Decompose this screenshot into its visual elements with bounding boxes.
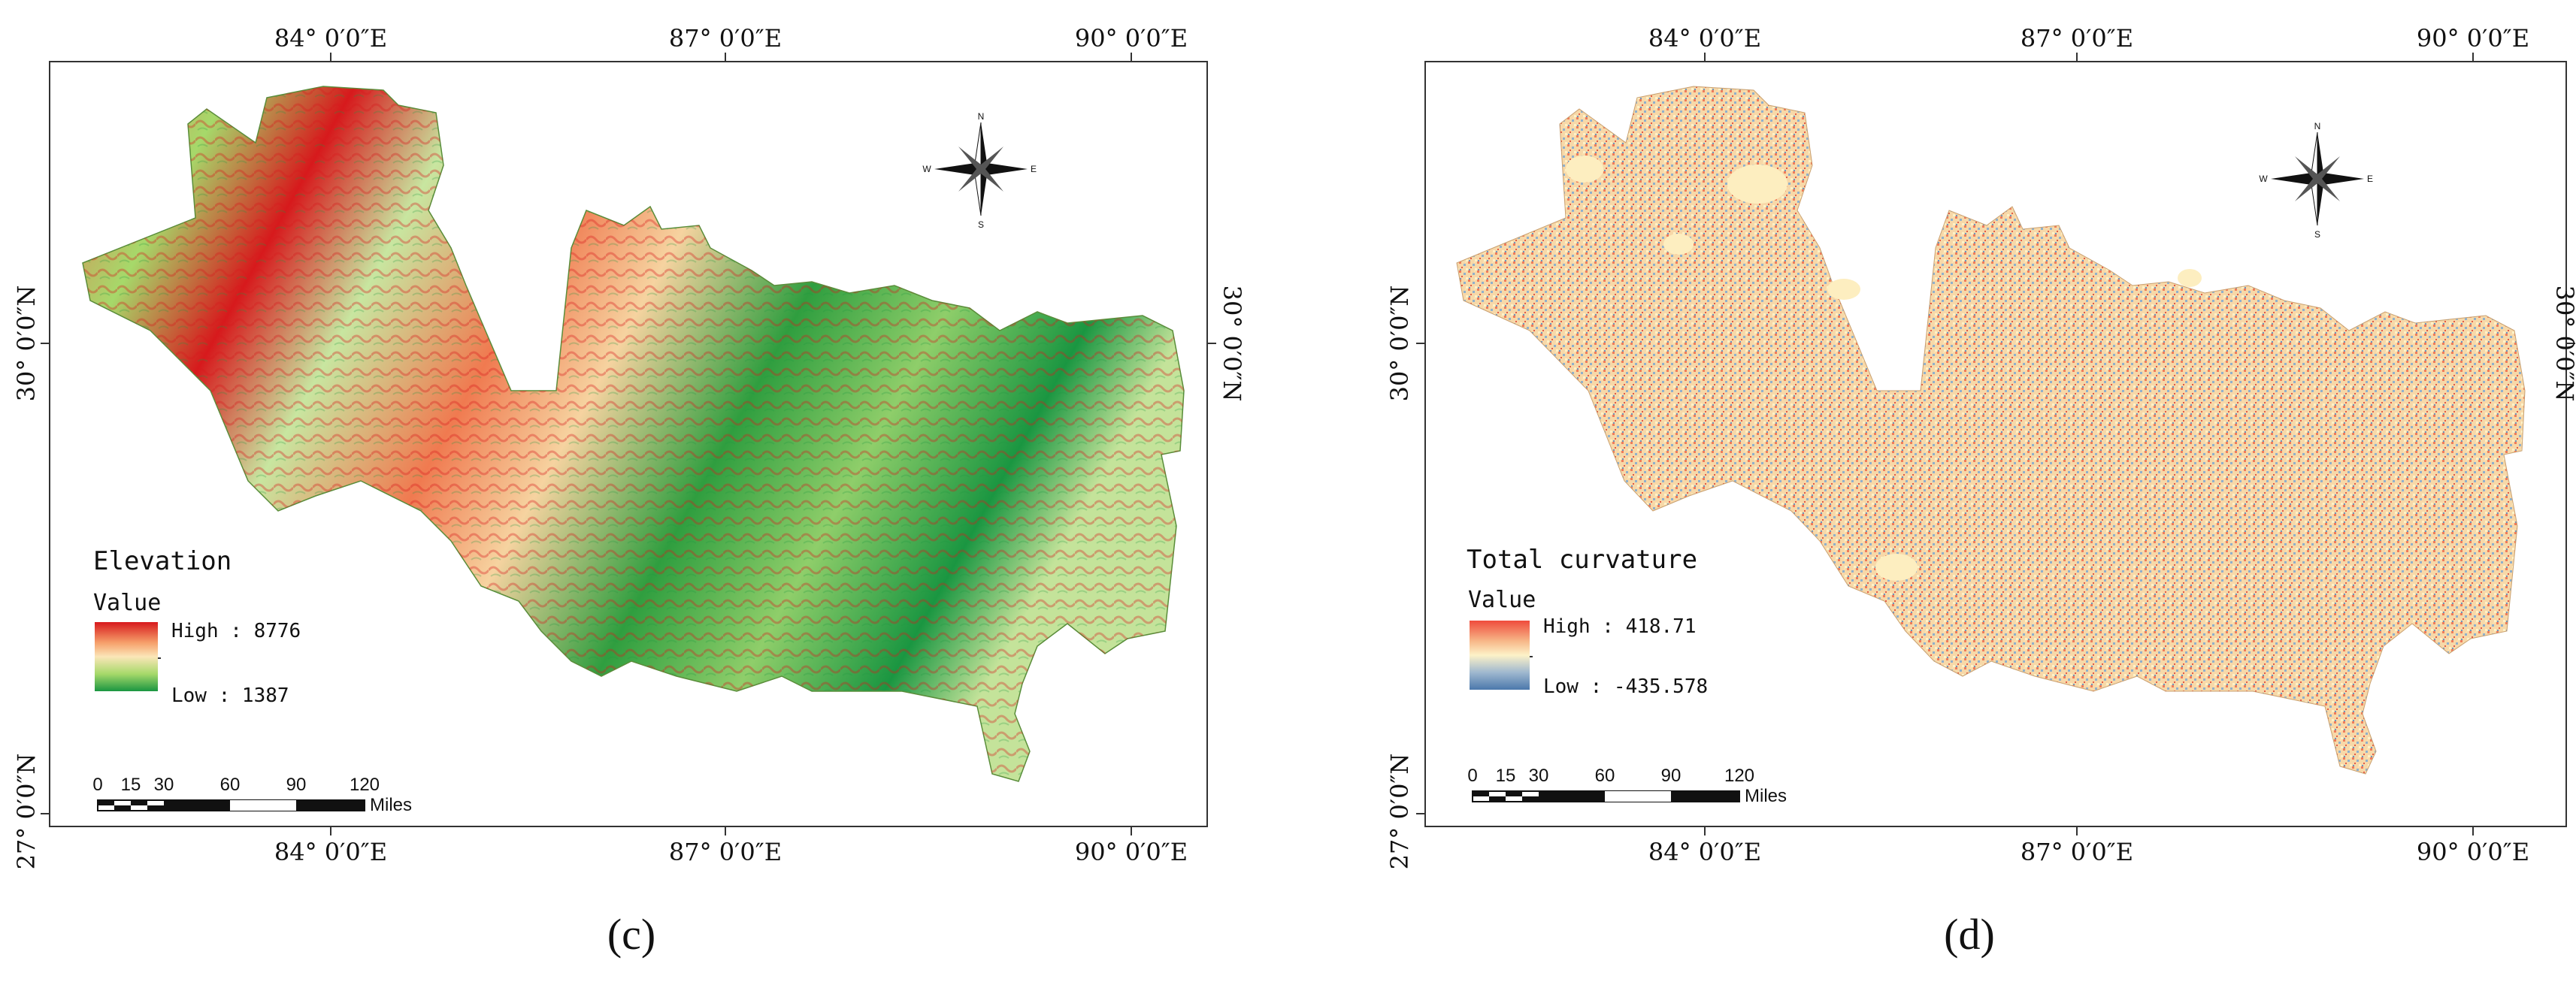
compass-w: W — [922, 164, 931, 174]
scale-tick-15: 15 — [1496, 766, 1516, 786]
scale-bar: 0 15 30 60 90 120 Miles — [1467, 766, 1787, 806]
flat-area-patches — [1566, 156, 2202, 581]
scale-tick-0: 0 — [1467, 766, 1477, 786]
lon-label-bottom-84: 84° 0′0″E — [1648, 838, 1761, 866]
curvature-map-figure: 84° 0′0″E 87° 0′0″E 90° 0′0″E 84° 0′0″E … — [1385, 24, 2575, 870]
lat-label-left-30: 30° 0′0″N — [1385, 286, 1414, 402]
scale-tick-30: 30 — [1529, 766, 1549, 786]
lon-label-top-84: 84° 0′0″E — [1648, 24, 1761, 53]
legend-low-label: Low : -435.578 — [1543, 675, 1708, 698]
map-frame — [1424, 61, 2567, 827]
lon-label-top-87: 87° 0′0″E — [2021, 24, 2133, 53]
lon-label-top-90: 90° 0′0″E — [2417, 24, 2529, 53]
lat-label-right-30: 30° 0′0″N — [2550, 286, 2575, 402]
lon-label-top-90: 90° 0′0″E — [1075, 24, 1188, 53]
elevation-map-panel: 84° 0′0″E 87° 0′0″E 90° 0′0″E 84° 0′0″E … — [12, 24, 1246, 959]
terrain-texture — [83, 86, 1184, 781]
lon-label-bottom-84: 84° 0′0″E — [274, 838, 387, 866]
compass-n: N — [2314, 121, 2321, 131]
legend-subtitle: Value — [93, 590, 161, 616]
scale-tick-90: 90 — [1661, 766, 1682, 786]
legend-low-label: Low : 1387 — [171, 684, 289, 707]
compass-s: S — [978, 219, 984, 230]
scale-tick-15: 15 — [121, 775, 141, 795]
compass-w: W — [2259, 174, 2268, 184]
legend-title: Elevation — [93, 546, 232, 576]
scale-tick-30: 30 — [154, 775, 174, 795]
lon-label-bottom-90: 90° 0′0″E — [2417, 838, 2529, 866]
legend-elevation: Elevation Value High : 8776 Low : 1387 — [93, 546, 301, 707]
scale-unit: Miles — [370, 795, 412, 815]
legend-high-label: High : 418.71 — [1543, 615, 1697, 638]
lon-label-top-84: 84° 0′0″E — [274, 24, 387, 53]
legend-subtitle: Value — [1468, 587, 1536, 613]
scale-tick-120: 120 — [350, 775, 380, 795]
legend-color-ramp — [95, 622, 158, 691]
compass-s: S — [2314, 229, 2320, 240]
study-area-curvature — [1456, 86, 2526, 775]
lon-label-bottom-87: 87° 0′0″E — [2021, 838, 2133, 866]
legend-total-curvature: Total curvature Value High : 418.71 Low … — [1467, 545, 1708, 698]
graticule-ticks — [1416, 53, 2575, 835]
compass-e: E — [1031, 164, 1037, 174]
map-frame — [49, 61, 1208, 827]
legend-color-ramp — [1470, 621, 1530, 690]
legend-title: Total curvature — [1467, 545, 1697, 575]
scale-tick-90: 90 — [286, 775, 307, 795]
compass-n: N — [978, 111, 985, 122]
lat-label-left-27: 27° 0′0″N — [1385, 754, 1414, 870]
scale-bar: 0 15 30 60 90 120 Miles — [92, 775, 412, 815]
lon-label-bottom-90: 90° 0′0″E — [1075, 838, 1188, 866]
graticule-ticks — [41, 53, 1216, 835]
scale-tick-120: 120 — [1724, 766, 1754, 786]
lat-label-left-30: 30° 0′0″N — [12, 286, 41, 402]
elevation-map-figure: 84° 0′0″E 87° 0′0″E 90° 0′0″E 84° 0′0″E … — [12, 24, 1246, 870]
north-arrow-compass: N S E W — [2259, 121, 2373, 240]
lat-label-left-27: 27° 0′0″N — [12, 754, 41, 870]
scale-unit: Miles — [1745, 786, 1787, 806]
lat-label-right-30: 30° 0′0″N — [1218, 286, 1246, 402]
legend-high-label: High : 8776 — [171, 620, 301, 642]
curvature-map-panel: 84° 0′0″E 87° 0′0″E 90° 0′0″E 84° 0′0″E … — [1288, 0, 2575, 985]
north-arrow-compass: N S E W — [922, 111, 1037, 230]
compass-e: E — [2367, 174, 2373, 184]
lon-label-bottom-87: 87° 0′0″E — [669, 838, 782, 866]
scale-tick-60: 60 — [220, 775, 241, 795]
scale-tick-0: 0 — [92, 775, 102, 795]
lon-label-top-87: 87° 0′0″E — [669, 24, 782, 53]
panel-caption-d: (d) — [1944, 910, 1995, 959]
scale-tick-60: 60 — [1595, 766, 1615, 786]
panel-caption-c: (c) — [607, 910, 656, 959]
